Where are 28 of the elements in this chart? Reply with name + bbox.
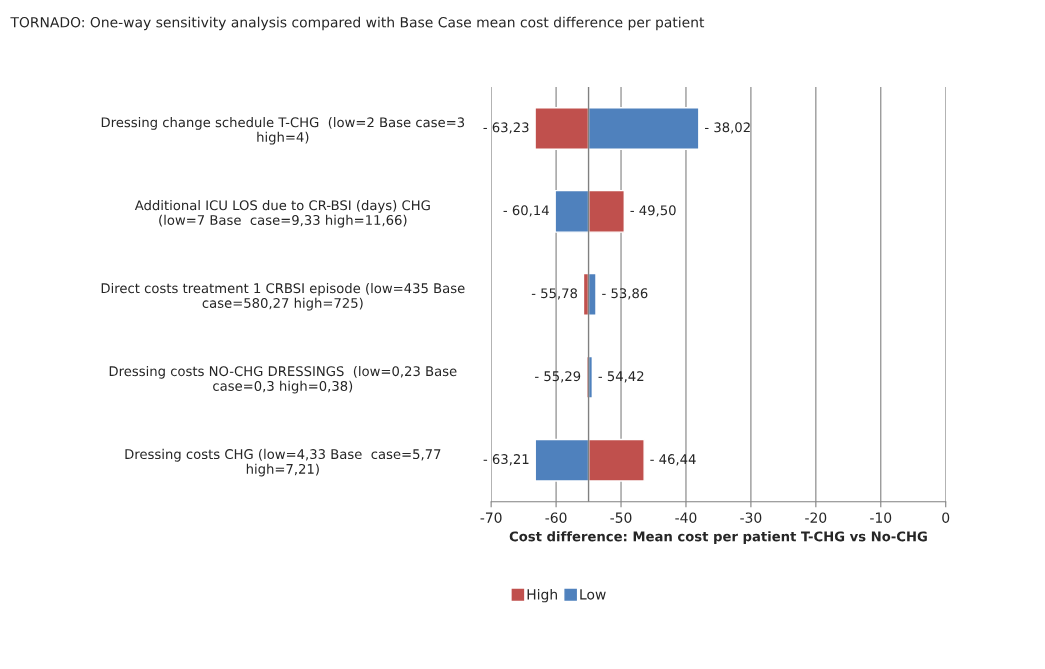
data-label: - 46,44	[650, 454, 696, 466]
bar	[587, 272, 597, 316]
data-label: - 49,50	[630, 205, 676, 217]
y-tick-label: Direct costs treatment 1 CRBSI episode (low=435 Base case=580,27 high=725)	[101, 282, 465, 311]
y-tick-label: Dressing costs CHG (low=4,33 Base case=5,77 high=7,21)	[125, 448, 441, 477]
x-tick-label: -60	[545, 512, 567, 523]
data-label: - 60,14	[503, 205, 549, 217]
data-label: - 38,02	[705, 122, 750, 134]
x-axis-title: Cost difference: Mean cost per patient T-CHG vs No-CHG	[509, 531, 927, 544]
x-tick-label: 0	[942, 512, 950, 523]
x-tick-label: -30	[740, 512, 762, 523]
x-tick-label: -20	[805, 512, 827, 523]
x-tick-label: -10	[870, 512, 892, 523]
x-tick-label: -50	[610, 512, 632, 523]
data-label: - 55,29	[535, 371, 581, 383]
data-label: - 54,42	[598, 371, 644, 383]
data-label: - 63,23	[483, 122, 529, 134]
y-tick-label: Additional ICU LOS due to CR-BSI (days) CHG (low=7 Base case=9,33 high=11,66)	[134, 200, 430, 228]
data-label: - 55,78	[531, 288, 578, 300]
legend-label: Low	[580, 589, 606, 600]
y-tick-label: Dressing costs NO-CHG DRESSINGS (low=0,23 Base case=0,3 high=0,38)	[109, 365, 457, 394]
data-label: - 63,21	[483, 454, 529, 466]
x-tick-label: -70	[480, 512, 502, 523]
data-label: - 53,86	[602, 288, 648, 300]
x-tick-label: -40	[675, 512, 697, 523]
text: TORNADO: One-way sensitivity analysis compared with Base Case mean cost difference per patient	[10, 16, 705, 31]
legend-label: High	[527, 588, 557, 603]
y-tick-label: Dressing change schedule T-CHG (low=2 Base case=3 high=4)	[101, 117, 465, 145]
